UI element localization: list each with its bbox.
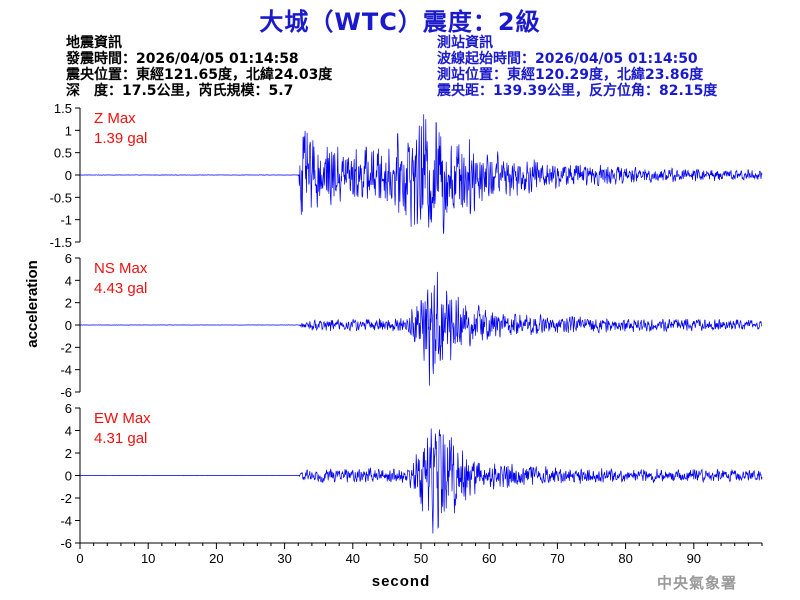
z-y-tick-label: 0 xyxy=(65,168,72,183)
station-info-block: 測站資訊 波線起始時間：2026/04/05 01:14:50 測站位置：東經1… xyxy=(437,35,717,99)
ew-max-value: 4.31 gal xyxy=(94,430,147,447)
x-tick-label: 80 xyxy=(618,551,632,566)
ns-y-tick-label: 0 xyxy=(65,318,72,333)
x-tick-label: 20 xyxy=(209,551,223,566)
z-max-value: 1.39 gal xyxy=(94,130,147,147)
z-y-tick-label: -0.5 xyxy=(50,190,72,205)
ew-y-tick-label: 2 xyxy=(65,446,72,461)
x-tick-label: 40 xyxy=(346,551,360,566)
y-axis-label: acceleration xyxy=(24,260,41,348)
z-waveform-trace xyxy=(80,114,763,234)
x-tick-label: 30 xyxy=(277,551,291,566)
ew-y-tick-label: 4 xyxy=(65,424,72,439)
agency-footer: 中央氣象署 xyxy=(657,574,738,592)
station-location-text: 測站位置：東經120.29度，北緯23.86度 xyxy=(437,67,704,83)
x-tick-label: 90 xyxy=(687,551,701,566)
earthquake-info-heading: 地震資訊 xyxy=(66,35,122,51)
ns-y-tick-label: -2 xyxy=(60,340,72,355)
ns-y-tick-label: -6 xyxy=(60,385,72,400)
z-y-tick-label: 1 xyxy=(65,123,72,138)
depth-magnitude-text: 深 度：17.5公里，芮氏規模：5.7 xyxy=(66,83,294,99)
ew-y-tick-label: -2 xyxy=(60,491,72,506)
ns-max-label: NS Max xyxy=(94,260,148,277)
epicenter-text: 震央位置：東經121.65度，北緯24.03度 xyxy=(66,67,333,83)
z-y-tick-label: 0.5 xyxy=(54,146,72,161)
x-tick-label: 50 xyxy=(414,551,428,566)
ns-y-tick-label: 4 xyxy=(65,273,72,288)
x-tick-label: 0 xyxy=(76,551,83,566)
ns-max-value: 4.43 gal xyxy=(94,280,147,297)
z-y-tick-label: -1.5 xyxy=(50,235,72,250)
page-title: 大城（WTC）震度：2級 xyxy=(259,8,541,36)
ew-y-tick-label: -4 xyxy=(60,514,72,529)
ew-max-label: EW Max xyxy=(94,410,151,427)
station-info-heading: 測站資訊 xyxy=(437,35,493,51)
x-tick-label: 60 xyxy=(482,551,496,566)
earthquake-info-block: 地震資訊 發震時間：2026/04/05 01:14:58 震央位置：東經121… xyxy=(66,35,332,99)
z-max-label: Z Max xyxy=(94,110,136,127)
ew-waveform-trace xyxy=(80,428,763,534)
origin-time-text: 發震時間：2026/04/05 01:14:58 xyxy=(66,51,299,67)
ns-y-tick-label: 2 xyxy=(65,296,72,311)
x-axis-label: second xyxy=(372,573,431,590)
ew-y-tick-label: 6 xyxy=(65,401,72,416)
z-y-tick-label: -1 xyxy=(60,213,72,228)
ew-y-tick-label: -6 xyxy=(60,536,72,551)
ns-y-tick-label: -4 xyxy=(60,363,72,378)
x-tick-label: 10 xyxy=(141,551,155,566)
ns-waveform-trace xyxy=(79,271,763,386)
ew-y-tick-label: 0 xyxy=(65,469,72,484)
z-y-tick-label: 1.5 xyxy=(54,101,72,116)
wave-start-text: 波線起始時間：2026/04/05 01:14:50 xyxy=(437,51,698,67)
distance-text: 震央距：139.39公里，反方位角：82.15度 xyxy=(437,83,718,99)
ns-y-tick-label: 6 xyxy=(65,251,72,266)
x-tick-label: 70 xyxy=(550,551,564,566)
